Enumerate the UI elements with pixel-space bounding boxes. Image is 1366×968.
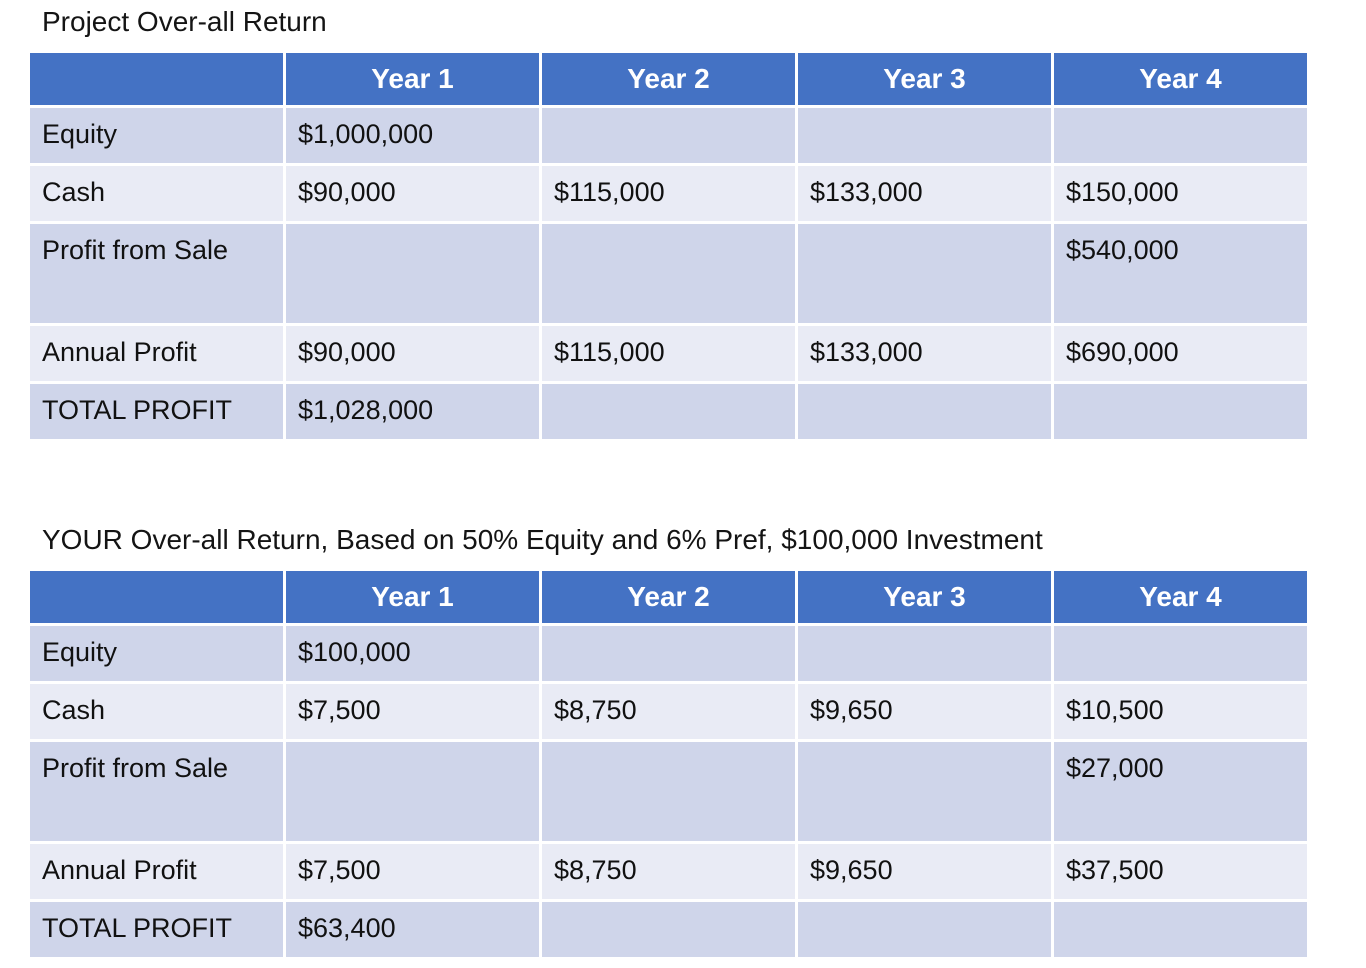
table-body: Equity $100,000 Cash $7,500 $8,750 $9,650 $10,…: [30, 626, 1307, 957]
value-cell: [542, 224, 795, 323]
value-cell: $7,500: [286, 844, 539, 899]
value-cell: $10,500: [1054, 684, 1307, 739]
table-row: Cash $7,500 $8,750 $9,650 $10,500: [30, 684, 1307, 739]
column-header: Year 1: [286, 53, 539, 105]
value-cell: [286, 742, 539, 841]
value-cell: $7,500: [286, 684, 539, 739]
table-row: TOTAL PROFIT $1,028,000: [30, 384, 1307, 439]
table-body: Equity $1,000,000 Cash $90,000 $115,000 $133,…: [30, 108, 1307, 439]
table-row: Equity $1,000,000: [30, 108, 1307, 163]
your-return-table: Year 1 Year 2 Year 3 Year 4 Equity $100,000 C…: [27, 568, 1310, 960]
table-header: Year 1 Year 2 Year 3 Year 4: [30, 571, 1307, 623]
value-cell: [542, 902, 795, 957]
project-return-title: Project Over-all Return: [42, 6, 327, 37]
row-label: Equity: [30, 108, 283, 163]
table-header: Year 1 Year 2 Year 3 Year 4: [30, 53, 1307, 105]
value-cell: $90,000: [286, 326, 539, 381]
value-cell: $100,000: [286, 626, 539, 681]
value-cell: $133,000: [798, 326, 1051, 381]
table-row: Equity $100,000: [30, 626, 1307, 681]
value-cell: [286, 224, 539, 323]
row-label: TOTAL PROFIT: [30, 384, 283, 439]
value-cell: $27,000: [1054, 742, 1307, 841]
value-cell: $690,000: [1054, 326, 1307, 381]
table-row: Annual Profit $7,500 $8,750 $9,650 $37,500: [30, 844, 1307, 899]
value-cell: [1054, 902, 1307, 957]
column-header: Year 1: [286, 571, 539, 623]
value-cell: [798, 224, 1051, 323]
column-header: Year 2: [542, 53, 795, 105]
column-header: Year 3: [798, 571, 1051, 623]
value-cell: [1054, 384, 1307, 439]
value-cell: [798, 108, 1051, 163]
corner-header-cell: [30, 571, 283, 623]
value-cell: $8,750: [542, 844, 795, 899]
value-cell: $8,750: [542, 684, 795, 739]
row-label: Cash: [30, 684, 283, 739]
value-cell: $37,500: [1054, 844, 1307, 899]
row-label: Annual Profit: [30, 844, 283, 899]
column-header: Year 2: [542, 571, 795, 623]
value-cell: $115,000: [542, 166, 795, 221]
table-row: Cash $90,000 $115,000 $133,000 $150,000: [30, 166, 1307, 221]
value-cell: [542, 742, 795, 841]
value-cell: [798, 384, 1051, 439]
value-cell: $150,000: [1054, 166, 1307, 221]
column-header: Year 4: [1054, 571, 1307, 623]
value-cell: [1054, 626, 1307, 681]
corner-header-cell: [30, 53, 283, 105]
value-cell: [798, 626, 1051, 681]
value-cell: $133,000: [798, 166, 1051, 221]
value-cell: [542, 626, 795, 681]
row-label: Profit from Sale: [30, 742, 283, 841]
value-cell: $1,000,000: [286, 108, 539, 163]
project-return-table: Year 1 Year 2 Year 3 Year 4 Equity $1,000,00…: [27, 50, 1310, 442]
column-header: Year 4: [1054, 53, 1307, 105]
row-label: Equity: [30, 626, 283, 681]
row-label: Annual Profit: [30, 326, 283, 381]
value-cell: [798, 902, 1051, 957]
value-cell: $115,000: [542, 326, 795, 381]
column-header: Year 3: [798, 53, 1051, 105]
value-cell: $540,000: [1054, 224, 1307, 323]
value-cell: [1054, 108, 1307, 163]
value-cell: $90,000: [286, 166, 539, 221]
value-cell: $63,400: [286, 902, 539, 957]
table-row: Profit from Sale $540,000: [30, 224, 1307, 323]
value-cell: [542, 108, 795, 163]
value-cell: [542, 384, 795, 439]
your-return-title: YOUR Over-all Return, Based on 50% Equit…: [42, 524, 1043, 555]
value-cell: [798, 742, 1051, 841]
row-label: Profit from Sale: [30, 224, 283, 323]
header-row: Year 1 Year 2 Year 3 Year 4: [30, 571, 1307, 623]
value-cell: $1,028,000: [286, 384, 539, 439]
value-cell: $9,650: [798, 684, 1051, 739]
value-cell: $9,650: [798, 844, 1051, 899]
header-row: Year 1 Year 2 Year 3 Year 4: [30, 53, 1307, 105]
row-label: TOTAL PROFIT: [30, 902, 283, 957]
table-row: Annual Profit $90,000 $115,000 $133,000 $690…: [30, 326, 1307, 381]
row-label: Cash: [30, 166, 283, 221]
table-row: TOTAL PROFIT $63,400: [30, 902, 1307, 957]
table-row: Profit from Sale $27,000: [30, 742, 1307, 841]
